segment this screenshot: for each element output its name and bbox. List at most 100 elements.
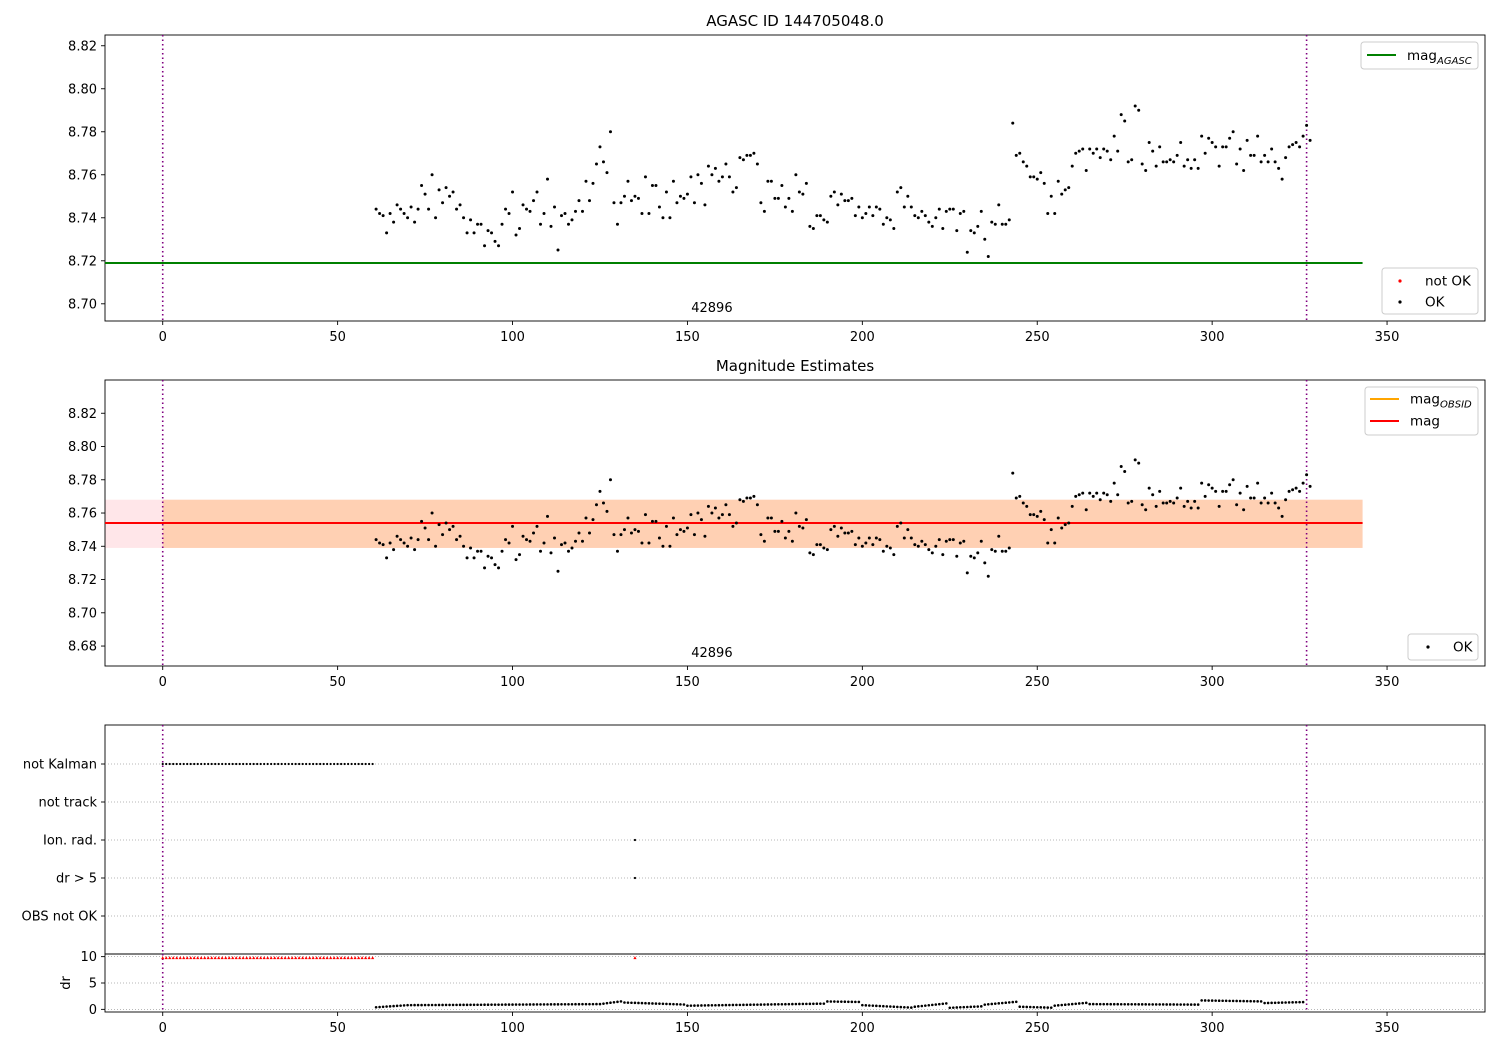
dr-clipped-point: [182, 956, 186, 960]
dr-point: [738, 1003, 742, 1007]
dr-clipped-point: [315, 956, 319, 960]
mag-point-ok: [790, 539, 794, 543]
dr-point: [857, 1000, 861, 1004]
mag-point-ok: [507, 541, 511, 545]
mag-point-ok: [1214, 145, 1218, 149]
mag-point-ok: [378, 211, 382, 215]
mag-point-ok: [640, 211, 644, 215]
flag-point: [329, 762, 332, 766]
mag-point-ok: [612, 533, 616, 537]
mag-point-ok: [1158, 145, 1162, 149]
dr-point: [668, 1002, 672, 1006]
dr-point: [854, 1000, 857, 1004]
mag-point-ok: [1203, 151, 1207, 155]
mag-point-ok: [976, 551, 980, 555]
mag-point-ok: [1130, 158, 1134, 162]
mag-point-ok: [591, 518, 595, 522]
flag-point: [340, 762, 343, 766]
mag-point-ok: [1060, 192, 1064, 196]
mag-point-ok: [776, 529, 780, 533]
mag-point-ok: [871, 543, 875, 547]
mag-point-ok: [1144, 508, 1148, 512]
mag-point-ok: [1154, 164, 1158, 168]
mag-point-ok: [962, 539, 966, 543]
dr-point: [1063, 1003, 1067, 1007]
mag-point-ok: [643, 513, 647, 517]
dr-point: [812, 1002, 815, 1006]
dr-point: [1049, 1006, 1053, 1009]
mag-point-ok: [594, 162, 598, 166]
dr-point: [637, 1001, 640, 1005]
mag-point-ok: [420, 519, 424, 523]
mag-point-ok: [927, 220, 931, 224]
mag-point-ok: [560, 214, 564, 218]
mag-point-ok: [622, 194, 626, 198]
dr-clipped-point: [283, 956, 287, 960]
mag-point-ok: [587, 531, 591, 535]
dr-point: [707, 1004, 710, 1007]
mag-point-ok: [469, 218, 473, 222]
mag-point-ok: [1039, 171, 1043, 175]
mag-point-ok: [1098, 498, 1102, 502]
mag-point-ok: [1294, 486, 1298, 490]
dr-point: [602, 1002, 605, 1005]
dr-point: [1168, 1003, 1172, 1006]
mag-point-ok: [1119, 113, 1123, 117]
dr-point: [696, 1004, 700, 1007]
mag-point-ok: [1046, 211, 1050, 215]
mag-point-ok: [1004, 549, 1008, 553]
dr-point: [1144, 1003, 1147, 1006]
mag-point-ok: [535, 524, 539, 528]
flag-point: [172, 762, 175, 766]
mag-point-ok: [678, 194, 682, 198]
flag-point: [200, 762, 203, 766]
dr-clipped-point: [245, 956, 249, 960]
mag-point-ok: [1287, 145, 1291, 149]
y-tick-label: 8.82: [68, 407, 97, 422]
mag-point-ok: [605, 509, 609, 513]
dr-point: [455, 1003, 458, 1007]
mag-point-ok: [546, 514, 550, 518]
mag-point-ok: [518, 553, 522, 557]
dr-point: [787, 1002, 791, 1006]
dr-point: [777, 1003, 780, 1006]
dr-point: [840, 1000, 843, 1003]
x-tick-label: 300: [1200, 1021, 1225, 1036]
flag-point: [259, 762, 262, 766]
dr-point: [1231, 999, 1235, 1003]
dr-point: [402, 1004, 406, 1007]
flag-point: [165, 762, 168, 766]
dr-point: [944, 1002, 948, 1005]
mag-point-ok: [1140, 503, 1144, 507]
dr-point: [1301, 1000, 1305, 1004]
mag-point-ok: [1063, 523, 1067, 527]
dr-point: [661, 1002, 665, 1006]
mag-point-ok: [1007, 546, 1011, 550]
legend-label-subscript: AGASC: [1436, 56, 1472, 67]
mag-point-ok: [619, 533, 623, 537]
mag-point-ok: [836, 203, 840, 207]
dr-point: [986, 1003, 990, 1006]
dr-clipped-point: [367, 956, 371, 960]
dr-point: [1287, 1001, 1291, 1004]
dr-point: [588, 1002, 591, 1006]
mag-point-ok: [1088, 491, 1092, 495]
dr-clipped-point: [294, 956, 298, 960]
dr-point: [1070, 1002, 1074, 1006]
dr-clipped-point: [175, 956, 179, 960]
mag-point-ok: [1077, 493, 1081, 497]
dr-clipped-point: [266, 956, 270, 960]
dr-point: [385, 1005, 388, 1008]
flag-point: [298, 762, 301, 766]
mag-point-ok: [1228, 483, 1232, 487]
mag-point-ok: [731, 190, 735, 194]
dr-point: [1214, 999, 1217, 1002]
flag-point: [343, 762, 346, 766]
y-tick-label: 5: [89, 977, 97, 992]
mag-point-ok: [1137, 108, 1141, 112]
y-tick-label: 8.72: [68, 573, 97, 588]
dr-point: [462, 1003, 465, 1007]
dr-point: [633, 1001, 637, 1005]
mag-point-ok: [399, 207, 403, 211]
panel-magnitude-estimates: Magnitude Estimates 42896 0 50 100 150 200 250 3…: [68, 357, 1486, 690]
